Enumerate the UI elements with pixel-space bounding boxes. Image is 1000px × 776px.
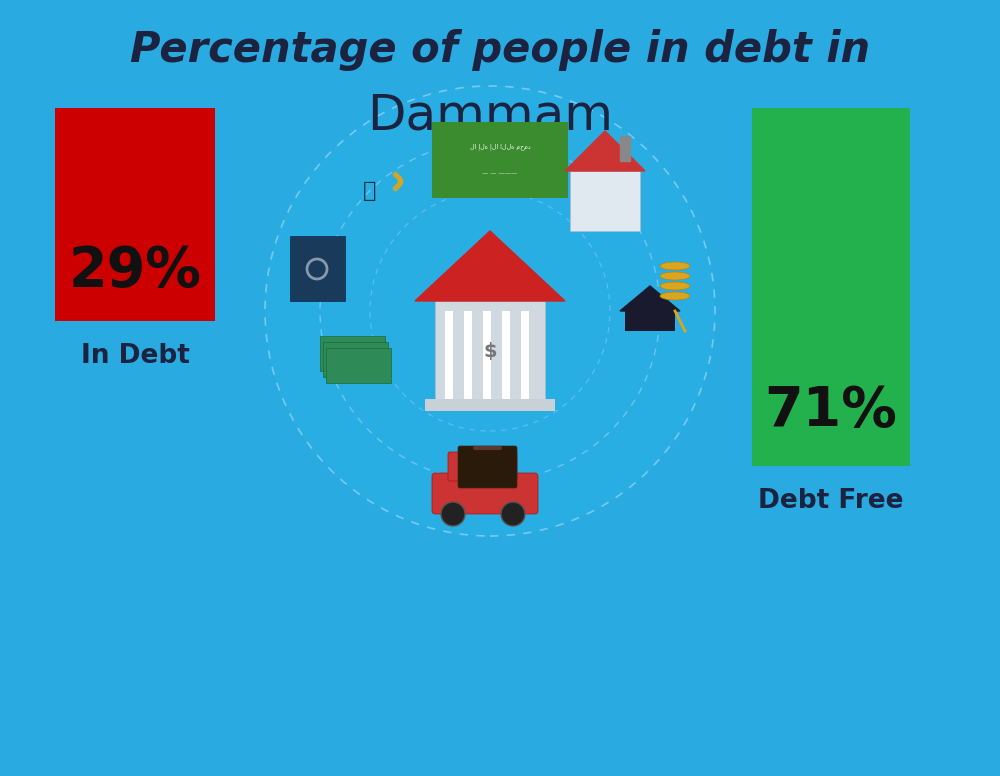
FancyBboxPatch shape	[483, 311, 491, 401]
Ellipse shape	[660, 292, 690, 300]
FancyBboxPatch shape	[323, 342, 388, 377]
Polygon shape	[620, 136, 630, 161]
Text: 71%: 71%	[765, 384, 897, 438]
Text: Dammam: Dammam	[367, 92, 613, 140]
Ellipse shape	[660, 272, 690, 280]
Text: Percentage of people in debt in: Percentage of people in debt in	[130, 29, 870, 71]
Text: In Debt: In Debt	[81, 343, 189, 369]
Polygon shape	[565, 131, 645, 171]
FancyBboxPatch shape	[521, 311, 529, 401]
Text: 29%: 29%	[69, 244, 201, 298]
Circle shape	[265, 86, 715, 536]
FancyBboxPatch shape	[625, 311, 675, 331]
Text: $: $	[483, 341, 497, 361]
FancyBboxPatch shape	[445, 311, 453, 401]
Text: — — ———: — — ———	[482, 171, 518, 176]
FancyBboxPatch shape	[425, 399, 555, 411]
FancyBboxPatch shape	[435, 301, 545, 401]
FancyBboxPatch shape	[458, 446, 517, 488]
FancyBboxPatch shape	[752, 108, 910, 466]
Circle shape	[501, 502, 525, 526]
FancyBboxPatch shape	[464, 311, 472, 401]
Ellipse shape	[660, 282, 690, 290]
FancyBboxPatch shape	[448, 452, 517, 481]
FancyBboxPatch shape	[290, 236, 345, 301]
FancyBboxPatch shape	[55, 108, 215, 321]
Text: 🦅: 🦅	[363, 181, 377, 201]
FancyBboxPatch shape	[432, 473, 538, 514]
Text: Debt Free: Debt Free	[758, 488, 904, 514]
FancyBboxPatch shape	[326, 348, 391, 383]
Ellipse shape	[660, 262, 690, 270]
Polygon shape	[415, 231, 565, 301]
FancyBboxPatch shape	[502, 311, 510, 401]
FancyBboxPatch shape	[320, 336, 385, 371]
Text: لا إله إلا الله محمد: لا إله إلا الله محمد	[470, 143, 530, 150]
Polygon shape	[620, 286, 680, 311]
FancyBboxPatch shape	[570, 171, 640, 231]
Circle shape	[441, 502, 465, 526]
FancyBboxPatch shape	[432, 122, 568, 198]
